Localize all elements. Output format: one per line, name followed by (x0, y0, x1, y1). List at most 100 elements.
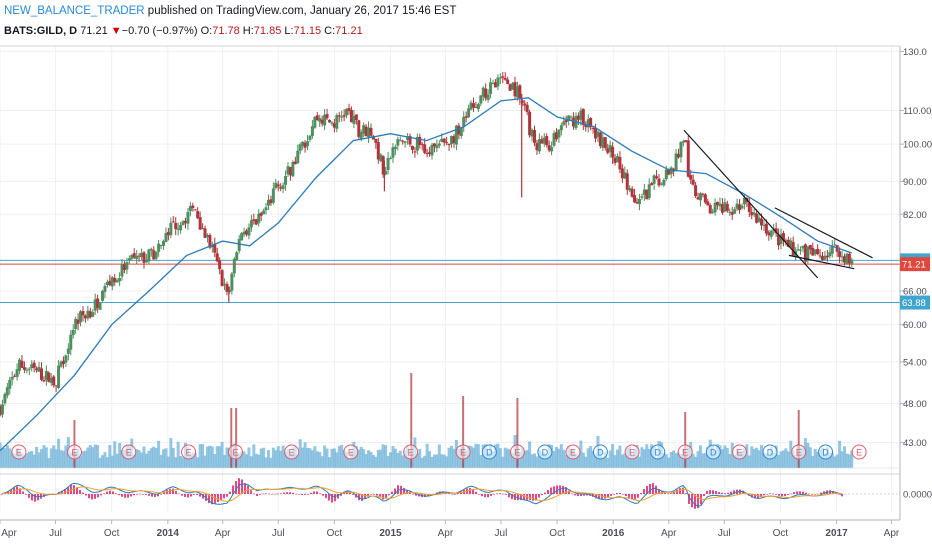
candle (147, 248, 151, 264)
dividend-marker[interactable]: D (537, 444, 553, 460)
trendline[interactable] (774, 207, 873, 259)
candle (367, 121, 371, 143)
earnings-marker[interactable]: E (284, 444, 300, 460)
event-circle (732, 444, 748, 460)
event-circle (455, 444, 471, 460)
histogram-bar (817, 493, 819, 495)
histogram-bar (379, 494, 381, 498)
candle-body (779, 234, 783, 244)
open-label: O: (200, 25, 213, 37)
event-circle (624, 444, 640, 460)
earnings-marker[interactable]: E (851, 444, 867, 460)
candle (13, 373, 17, 378)
earnings-marker[interactable]: E (121, 444, 137, 460)
dividend-marker[interactable]: D (650, 444, 666, 460)
candle (15, 363, 19, 381)
candle-body (225, 283, 229, 292)
dividend-marker[interactable]: D (481, 444, 497, 460)
candle-body (93, 299, 97, 311)
earnings-marker[interactable]: E (403, 444, 419, 460)
candle (398, 136, 402, 142)
candle-body (462, 116, 466, 127)
candle-body (169, 222, 173, 236)
earnings-marker[interactable]: E (677, 444, 693, 460)
volume-bar (144, 453, 148, 468)
candle-body (135, 255, 139, 260)
volume-bar (823, 453, 827, 468)
dividend-marker[interactable]: D (762, 444, 778, 460)
candle-body (647, 184, 651, 199)
volume-bar (789, 440, 793, 468)
candle-body (213, 243, 217, 253)
candle (162, 239, 166, 250)
volume-bar (81, 451, 85, 468)
trendline[interactable] (683, 129, 819, 279)
earnings-marker[interactable]: E (509, 444, 525, 460)
earnings-marker[interactable]: E (343, 444, 359, 460)
candle-body (118, 278, 122, 282)
candle (523, 100, 527, 111)
candle-body (655, 176, 659, 179)
volume-bar (208, 445, 212, 468)
earnings-marker[interactable]: E (11, 444, 27, 460)
volume-bar (242, 451, 246, 468)
histogram-bar (760, 494, 762, 498)
histogram-bar (622, 494, 624, 495)
candle (845, 252, 849, 265)
author-link[interactable]: NEW_BALANCE_TRADER (4, 5, 145, 17)
volume-bar (667, 457, 671, 468)
candle-body (618, 156, 622, 170)
volume-bar (755, 447, 759, 468)
x-tick-label: Oct (104, 528, 120, 539)
candle-body (391, 147, 395, 158)
symbol-label[interactable]: BATS:GILD, D (4, 25, 78, 37)
histogram-bar (265, 493, 267, 495)
volume-bar (611, 444, 615, 468)
histogram-bar (220, 494, 222, 501)
event-circle (851, 444, 867, 460)
dividend-marker[interactable]: D (818, 444, 834, 460)
volume-bar (764, 453, 768, 468)
volume-bar (135, 449, 139, 468)
volume-bar (359, 446, 363, 468)
candle (252, 213, 256, 225)
histogram-bar (406, 489, 408, 494)
candle (503, 72, 507, 81)
earnings-marker[interactable]: E (455, 444, 471, 460)
earnings-marker[interactable]: E (66, 444, 82, 460)
candle (723, 198, 727, 213)
earnings-marker[interactable]: E (732, 444, 748, 460)
dividend-marker[interactable]: D (592, 444, 608, 460)
volume-bar (320, 456, 324, 468)
dividend-marker[interactable]: D (705, 444, 721, 460)
earnings-marker[interactable]: E (181, 444, 197, 460)
earnings-marker[interactable]: E (791, 444, 807, 460)
candle (35, 366, 39, 373)
volume-bar (391, 446, 395, 468)
candle-body (769, 230, 773, 237)
histogram-bar (796, 491, 798, 494)
candle-body (720, 204, 724, 213)
trendline[interactable] (788, 254, 855, 270)
volume-bar (435, 454, 439, 468)
volume-bar (76, 449, 80, 468)
histogram-bar (418, 494, 420, 497)
candle-body (728, 211, 732, 213)
earnings-marker[interactable]: E (624, 444, 640, 460)
volume-bar (313, 446, 317, 468)
candle-body (696, 197, 700, 200)
histogram-bar (262, 493, 264, 495)
volume-bar (655, 457, 659, 468)
histogram-bar (697, 494, 699, 509)
candle-body (308, 135, 312, 140)
earnings-marker[interactable]: E (565, 444, 581, 460)
earnings-marker[interactable]: E (228, 444, 244, 460)
histogram-bar (640, 493, 642, 494)
candle-body (376, 142, 380, 160)
volume-bar (842, 446, 846, 468)
candle-body (628, 188, 632, 191)
volume-bar (415, 453, 419, 468)
candle-body (755, 213, 759, 223)
histogram-bar (412, 493, 414, 495)
